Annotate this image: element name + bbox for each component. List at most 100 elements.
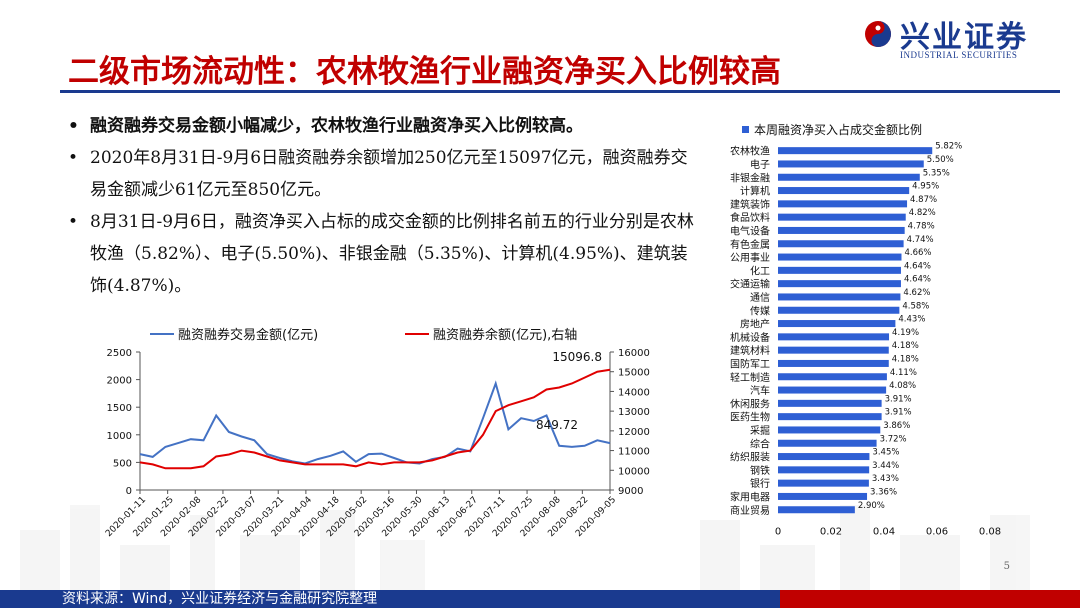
category-label: 采掘 xyxy=(750,424,770,437)
bar xyxy=(778,359,889,367)
page-title: 二级市场流动性：农林牧渔行业融资净买入比例较高 xyxy=(68,54,781,90)
data-label: 3.86% xyxy=(883,421,910,431)
category-label: 国防军工 xyxy=(730,357,770,370)
bar xyxy=(778,213,906,221)
y-tick-label-right: 13000 xyxy=(618,407,650,418)
bar xyxy=(778,333,890,341)
y-tick-label-left: 2000 xyxy=(107,376,132,387)
bar xyxy=(778,399,882,407)
category-label: 建筑装饰 xyxy=(730,198,770,211)
category-label: 休闲服务 xyxy=(730,397,770,410)
category-label: 传媒 xyxy=(750,305,770,317)
data-label: 3.43% xyxy=(872,474,899,484)
annotation-margin-balance: 15096.8 xyxy=(552,350,602,364)
y-tick-label-left: 0 xyxy=(126,486,132,497)
bar xyxy=(778,226,905,234)
data-label: 4.18% xyxy=(892,354,919,364)
category-label: 综合 xyxy=(750,437,770,450)
bar xyxy=(778,253,902,261)
bar xyxy=(778,506,855,514)
data-label: 5.35% xyxy=(923,168,950,178)
data-label: 3.91% xyxy=(885,408,912,418)
data-label: 4.62% xyxy=(903,288,930,298)
data-label: 3.36% xyxy=(870,487,897,497)
data-label: 4.66% xyxy=(904,248,931,258)
y-tick-label-left: 1500 xyxy=(107,403,132,414)
data-label: 2.90% xyxy=(858,501,885,511)
data-label: 4.95% xyxy=(912,182,939,192)
category-label: 商业贸易 xyxy=(730,504,770,517)
bar xyxy=(778,293,901,301)
data-label: 4.64% xyxy=(904,275,931,285)
category-label: 建筑材料 xyxy=(730,344,770,357)
y-tick-label-right: 15000 xyxy=(618,368,650,379)
bar xyxy=(778,466,870,474)
category-label: 非银金融 xyxy=(730,171,770,184)
annotation-trading-amount: 849.72 xyxy=(536,418,578,432)
data-label: 5.50% xyxy=(927,155,954,165)
bullet-item: 融资融券交易金额小幅减少，农林牧渔行业融资净买入比例较高。 xyxy=(66,110,701,142)
y-tick-label-right: 11000 xyxy=(618,447,650,458)
data-label: 4.18% xyxy=(892,341,919,351)
legend-label: 融资融券余额(亿元),右轴 xyxy=(433,327,577,343)
data-label: 4.87% xyxy=(910,195,937,205)
bar xyxy=(778,187,910,195)
legend-label: 融资融券交易金额(亿元) xyxy=(178,327,318,343)
category-label: 家用电器 xyxy=(730,490,770,503)
category-label: 通信 xyxy=(750,292,770,304)
y-tick-label-right: 16000 xyxy=(618,348,650,359)
logo-mark-icon xyxy=(865,21,891,47)
bar xyxy=(778,386,887,394)
bar xyxy=(778,373,887,381)
legend-label: 本周融资净买入占成交金额比例 xyxy=(754,122,922,137)
category-label: 食品饮料 xyxy=(730,211,770,224)
bar xyxy=(778,492,868,500)
chart-legend: 融资融券交易金额(亿元) 融资融券余额(亿元),右轴 xyxy=(150,327,577,343)
x-tick-label: 0.08 xyxy=(979,526,1001,537)
category-label: 交通运输 xyxy=(730,278,770,291)
category-label: 纺织服装 xyxy=(730,451,770,464)
background-skyline xyxy=(0,500,1080,590)
data-label: 5.82% xyxy=(935,142,962,152)
data-label: 4.58% xyxy=(902,301,929,311)
data-label: 4.78% xyxy=(908,221,935,231)
y-tick-label-right: 10000 xyxy=(618,466,650,477)
bar xyxy=(778,173,920,181)
x-tick-label: 0 xyxy=(775,526,781,537)
legend-swatch xyxy=(742,126,749,133)
category-label: 公用事业 xyxy=(730,251,770,264)
bar xyxy=(778,200,908,208)
category-label: 农林牧渔 xyxy=(730,145,770,158)
bar xyxy=(778,280,901,288)
x-tick-label: 0.02 xyxy=(820,526,842,537)
footer-accent xyxy=(780,590,1080,608)
bullet-item: 8月31日-9月6日，融资净买入占标的成交金额的比例排名前五的行业分别是农林牧渔… xyxy=(66,206,701,302)
data-label: 4.08% xyxy=(889,381,916,391)
category-label: 有色金属 xyxy=(730,238,770,251)
bar xyxy=(778,306,900,314)
y-tick-label-right: 14000 xyxy=(618,387,650,398)
category-label: 医药生物 xyxy=(730,411,770,424)
y-tick-label-right: 9000 xyxy=(618,486,643,497)
data-label: 3.91% xyxy=(885,394,912,404)
data-label: 4.74% xyxy=(907,235,934,245)
data-label: 4.43% xyxy=(898,315,925,325)
bar xyxy=(778,426,881,434)
logo-chinese-text: 兴业证券 xyxy=(900,20,1028,55)
footer-source: 资料来源：Wind，兴业证券经济与金融研究院整理 xyxy=(62,591,378,607)
series-line-margin-balance xyxy=(139,368,611,470)
y-tick-label-left: 500 xyxy=(113,458,132,469)
category-label: 银行 xyxy=(750,477,770,490)
category-label: 房地产 xyxy=(740,318,770,331)
y-tick-label-left: 1000 xyxy=(107,431,132,442)
category-label: 轻工制造 xyxy=(730,371,770,384)
category-label: 钢铁 xyxy=(750,464,770,477)
bar xyxy=(778,439,877,447)
category-label: 计算机 xyxy=(740,185,770,198)
category-label: 机械设备 xyxy=(730,331,770,344)
x-tick-label: 0.06 xyxy=(926,526,948,537)
y-tick-label-right: 12000 xyxy=(618,427,650,438)
company-logo: 兴业证券 INDUSTRIAL SECURITIES xyxy=(852,8,1062,62)
bar xyxy=(778,346,889,354)
